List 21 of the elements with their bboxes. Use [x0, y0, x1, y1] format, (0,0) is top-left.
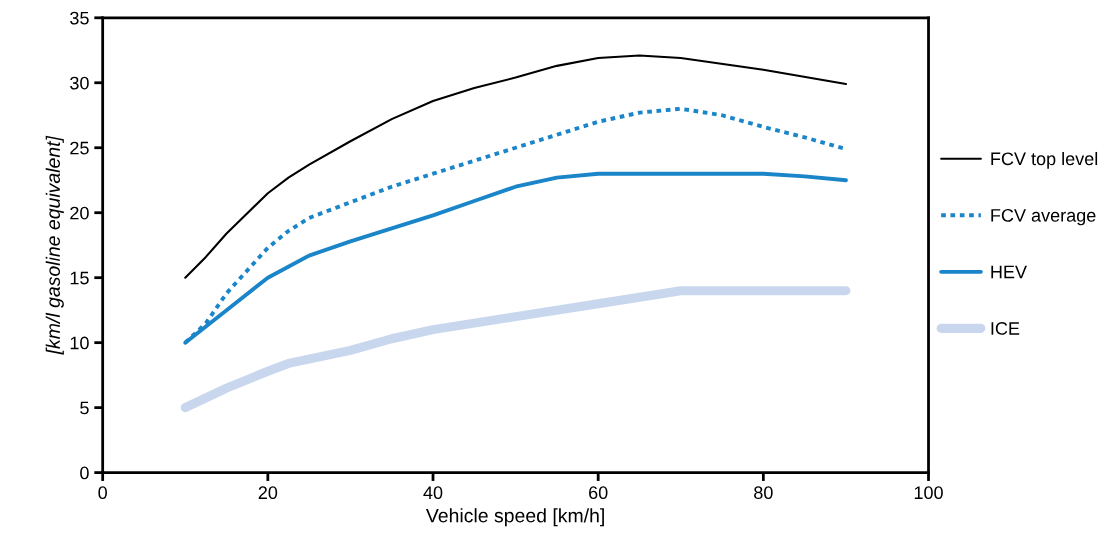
y-tick-label: 10: [70, 336, 89, 350]
x-tick-label: 80: [754, 486, 773, 500]
y-tick-label: 30: [70, 76, 89, 90]
x-tick-label: 100: [914, 486, 943, 500]
y-tick-label: 35: [70, 11, 89, 25]
x-tick-label: 40: [423, 486, 443, 500]
legend-label: HEV: [991, 265, 1027, 279]
x-axis-title: Vehicle speed [km/h]: [425, 508, 604, 527]
x-tick-label: 60: [589, 486, 608, 500]
legend-label: FCV average: [991, 208, 1096, 226]
y-axis-title: [km/l gasoline equivalent]: [45, 135, 64, 355]
y-tick-label: 15: [70, 271, 89, 285]
y-tick-label: 25: [70, 141, 89, 155]
x-tick-label: 20: [258, 486, 278, 500]
y-tick-label: 20: [70, 206, 89, 220]
line-series: [184, 54, 847, 279]
x-tick-label: 0: [98, 486, 107, 500]
legend-label: FCV top level: [991, 151, 1098, 169]
y-tick-label: 5: [80, 401, 89, 415]
y-tick-label: 0: [80, 466, 89, 480]
legend-label: ICE: [991, 322, 1020, 335]
